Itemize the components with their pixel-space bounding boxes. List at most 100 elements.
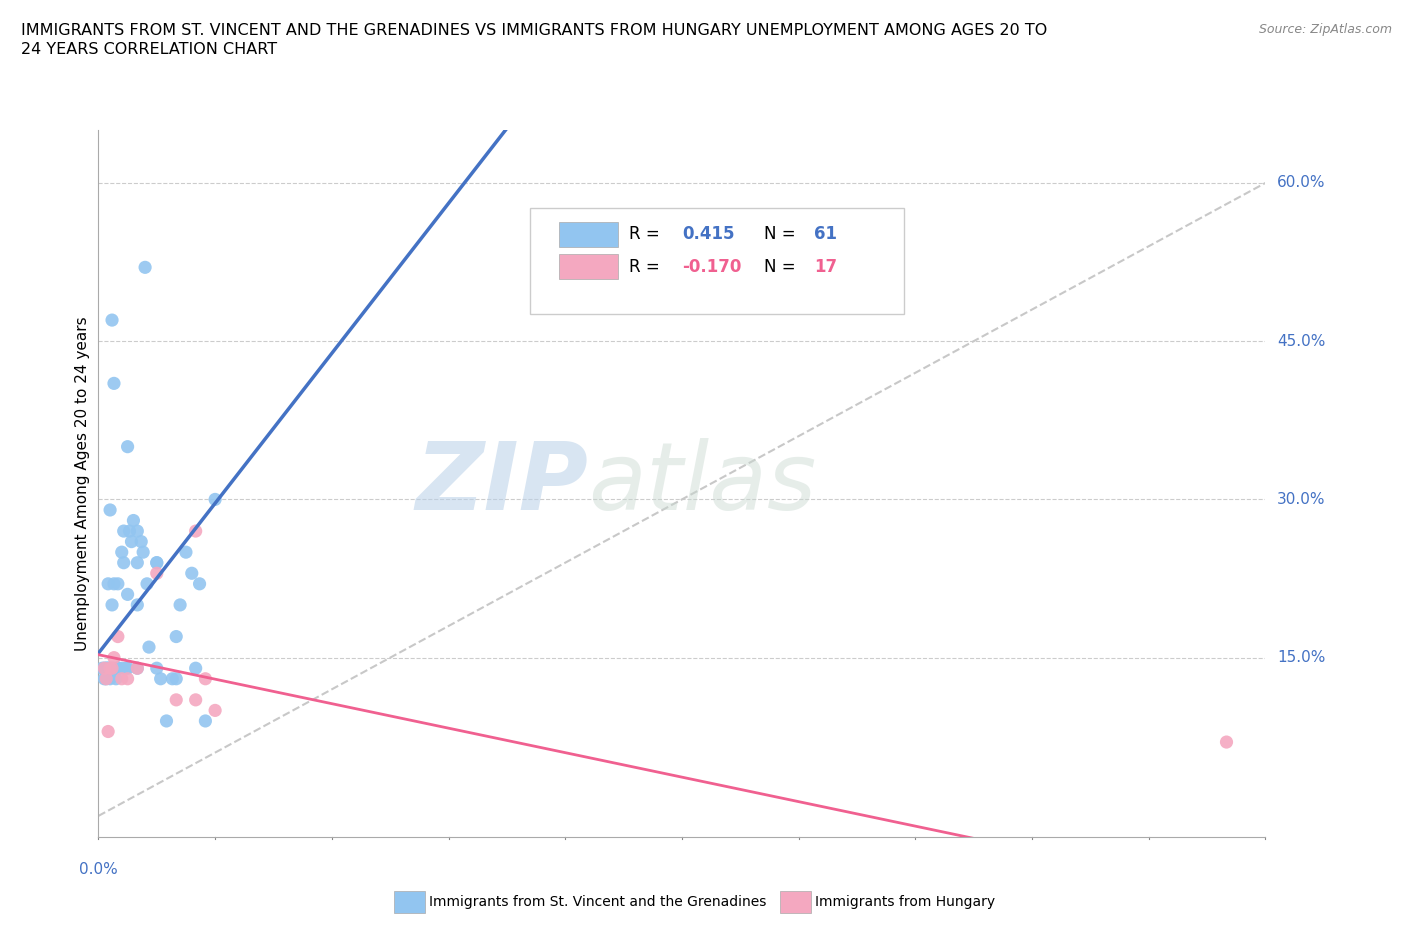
- Point: [101, 597, 124, 612]
- Point: [114, 661, 136, 676]
- Point: [98, 671, 121, 686]
- Point: [146, 555, 169, 570]
- Point: [117, 587, 139, 602]
- Point: [127, 524, 149, 538]
- Point: [204, 492, 226, 507]
- Text: 45.0%: 45.0%: [1277, 334, 1326, 349]
- Point: [103, 577, 125, 591]
- Point: [165, 671, 187, 686]
- Point: [1215, 735, 1237, 750]
- Point: [134, 259, 156, 274]
- Point: [93, 661, 115, 676]
- Text: Immigrants from Hungary: Immigrants from Hungary: [815, 895, 995, 910]
- Point: [112, 524, 135, 538]
- Point: [93, 661, 115, 676]
- Point: [107, 577, 129, 591]
- Point: [146, 661, 169, 676]
- Point: [184, 524, 207, 538]
- Point: [96, 671, 118, 686]
- Point: [103, 661, 125, 676]
- Point: [118, 524, 141, 538]
- Point: [97, 661, 120, 676]
- Point: [155, 713, 177, 728]
- Point: [107, 661, 129, 676]
- Point: [104, 661, 127, 676]
- Point: [146, 565, 169, 580]
- Point: [188, 577, 211, 591]
- Point: [93, 671, 115, 686]
- Point: [111, 661, 134, 676]
- Point: [96, 661, 118, 676]
- Point: [97, 661, 120, 676]
- Y-axis label: Unemployment Among Ages 20 to 24 years: Unemployment Among Ages 20 to 24 years: [75, 316, 90, 651]
- Text: R =: R =: [630, 258, 665, 275]
- Point: [162, 671, 184, 686]
- Point: [174, 545, 197, 560]
- Point: [129, 534, 152, 549]
- FancyBboxPatch shape: [560, 222, 617, 246]
- Text: 0.0%: 0.0%: [79, 862, 118, 877]
- Point: [107, 661, 129, 676]
- Point: [96, 661, 118, 676]
- Point: [127, 597, 149, 612]
- Point: [111, 671, 134, 686]
- FancyBboxPatch shape: [560, 254, 617, 279]
- Point: [165, 693, 187, 708]
- Text: N =: N =: [763, 225, 800, 243]
- Text: N =: N =: [763, 258, 800, 275]
- Point: [111, 545, 134, 560]
- Point: [146, 555, 169, 570]
- Point: [101, 661, 124, 676]
- Point: [107, 661, 129, 676]
- Point: [132, 545, 155, 560]
- Point: [101, 312, 124, 327]
- Point: [204, 703, 226, 718]
- Point: [112, 555, 135, 570]
- Point: [104, 671, 127, 686]
- Point: [184, 661, 207, 676]
- Point: [127, 555, 149, 570]
- Text: 24 YEARS CORRELATION CHART: 24 YEARS CORRELATION CHART: [21, 42, 277, 57]
- Text: 60.0%: 60.0%: [1277, 176, 1326, 191]
- FancyBboxPatch shape: [530, 208, 904, 314]
- Text: 30.0%: 30.0%: [1277, 492, 1326, 507]
- Point: [180, 565, 202, 580]
- Point: [117, 439, 139, 454]
- Point: [127, 661, 149, 676]
- Point: [194, 671, 217, 686]
- Point: [169, 597, 191, 612]
- Point: [101, 661, 124, 676]
- Text: 15.0%: 15.0%: [1277, 650, 1326, 665]
- Text: ZIP: ZIP: [416, 438, 589, 529]
- Text: Source: ZipAtlas.com: Source: ZipAtlas.com: [1258, 23, 1392, 36]
- Text: Immigrants from St. Vincent and the Grenadines: Immigrants from St. Vincent and the Gren…: [429, 895, 766, 910]
- Point: [97, 577, 120, 591]
- Point: [97, 724, 120, 739]
- Text: 17: 17: [814, 258, 837, 275]
- Point: [127, 661, 149, 676]
- Point: [103, 650, 125, 665]
- Text: R =: R =: [630, 225, 665, 243]
- Point: [165, 629, 187, 644]
- Point: [98, 502, 121, 517]
- Point: [91, 661, 114, 676]
- Point: [184, 693, 207, 708]
- Point: [103, 376, 125, 391]
- Point: [107, 629, 129, 644]
- Text: IMMIGRANTS FROM ST. VINCENT AND THE GRENADINES VS IMMIGRANTS FROM HUNGARY UNEMPL: IMMIGRANTS FROM ST. VINCENT AND THE GREN…: [21, 23, 1047, 38]
- Point: [98, 661, 121, 676]
- Point: [194, 713, 217, 728]
- Point: [117, 671, 139, 686]
- Point: [138, 640, 160, 655]
- Text: -0.170: -0.170: [682, 258, 741, 275]
- Point: [98, 661, 121, 676]
- Point: [121, 534, 143, 549]
- Point: [122, 513, 145, 528]
- Point: [136, 577, 159, 591]
- Text: 0.415: 0.415: [682, 225, 734, 243]
- Point: [149, 671, 172, 686]
- Point: [107, 661, 129, 676]
- Text: 61: 61: [814, 225, 837, 243]
- Point: [96, 671, 118, 686]
- Text: atlas: atlas: [589, 438, 817, 529]
